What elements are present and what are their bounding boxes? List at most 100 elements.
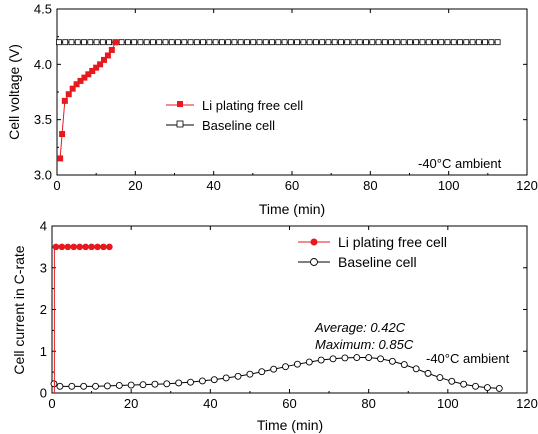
data-point (281, 39, 288, 46)
data-point (58, 243, 66, 251)
data-point (139, 381, 147, 389)
data-point (69, 85, 76, 92)
y-tick-label: 4 (40, 219, 47, 234)
data-point (275, 39, 282, 46)
data-point (193, 39, 200, 46)
data-point (85, 71, 92, 78)
legend2-baseline-marker (310, 258, 318, 266)
data-point (413, 39, 420, 46)
data-point (93, 39, 100, 46)
data-point (331, 39, 338, 46)
data-point (115, 382, 123, 389)
data-point (269, 39, 275, 46)
data-point (375, 39, 382, 46)
data-point (137, 39, 144, 46)
data-point (412, 365, 420, 373)
y-tick-label: 2 (40, 302, 47, 317)
data-point (162, 39, 169, 46)
x-tick-label: 60 (285, 178, 299, 193)
current-x-axis-label: Time (min) (257, 417, 323, 433)
data-point (381, 39, 388, 46)
x-tick-label: 40 (206, 178, 220, 193)
series-line (53, 246, 110, 393)
data-point (317, 356, 325, 364)
data-point (198, 377, 206, 385)
data-point (444, 39, 451, 46)
data-point (81, 74, 88, 81)
y-tick-label: 3.5 (34, 112, 52, 127)
y-tick-label: 3.0 (34, 168, 52, 183)
data-point (287, 39, 294, 46)
data-point (52, 243, 60, 251)
legend-li-free-marker (177, 101, 183, 107)
data-point (151, 380, 159, 388)
data-point (206, 39, 213, 46)
data-point (118, 39, 125, 46)
data-point (450, 39, 457, 46)
data-point (306, 39, 313, 46)
data-point (325, 39, 332, 46)
data-point (270, 365, 278, 373)
data-point (73, 81, 80, 88)
data-point (400, 39, 407, 46)
data-point (369, 39, 376, 46)
current-ambient-annotation: -40°C ambient (426, 351, 510, 366)
data-point (388, 357, 396, 365)
data-point (231, 39, 238, 46)
legend-li-free-label: Li plating free cell (202, 98, 303, 113)
data-point (483, 384, 491, 392)
data-point (68, 39, 75, 46)
data-point (244, 39, 250, 46)
data-point (88, 243, 95, 251)
x-tick-label: 100 (438, 178, 460, 193)
x-tick-label: 0 (53, 178, 60, 193)
data-point (100, 243, 107, 251)
data-point (76, 243, 84, 251)
data-point (97, 61, 104, 68)
voltage-legend: Li plating free cell Baseline cell (166, 98, 303, 133)
data-point (234, 372, 242, 380)
data-point (93, 64, 100, 71)
data-point (406, 39, 413, 46)
data-point (187, 39, 194, 46)
data-point (424, 369, 432, 377)
legend2-li-free-label: Li plating free cell (338, 234, 447, 250)
data-point (294, 39, 300, 46)
data-point (363, 39, 369, 46)
data-point (282, 363, 289, 371)
current-plot-frame (51, 225, 528, 394)
current-maximum-annotation: Maximum: 0.85C (315, 337, 414, 352)
data-point (59, 131, 66, 138)
data-point (436, 374, 444, 382)
data-point (181, 39, 188, 46)
data-point (175, 39, 181, 46)
current-y-axis-label: Cell current in C-rate (11, 245, 27, 374)
data-point (80, 382, 88, 390)
voltage-y-ticks: 3.0 3.5 4.0 4.5 (34, 2, 527, 183)
data-point (64, 243, 72, 251)
data-point (262, 39, 269, 46)
data-point (482, 39, 488, 46)
voltage-x-axis-label: Time (min) (259, 201, 325, 217)
current-x-ticks: 0 20 40 60 80 100 120 (48, 226, 538, 411)
x-tick-label: 100 (437, 396, 459, 411)
data-point (106, 39, 112, 46)
data-point (495, 384, 503, 392)
data-point (377, 355, 384, 363)
data-point (394, 39, 401, 46)
data-point (472, 382, 479, 390)
data-point (344, 39, 351, 46)
data-point (56, 382, 64, 390)
data-point (312, 39, 319, 46)
legend-baseline-label: Baseline cell (202, 118, 275, 133)
data-point (68, 382, 76, 390)
data-point (168, 39, 175, 46)
data-point (300, 39, 307, 46)
data-point (341, 354, 349, 362)
data-point (460, 380, 468, 388)
data-point (365, 354, 373, 361)
data-point (112, 39, 119, 46)
current-y-ticks: 0 1 2 3 4 (40, 219, 527, 401)
data-point (65, 91, 72, 98)
